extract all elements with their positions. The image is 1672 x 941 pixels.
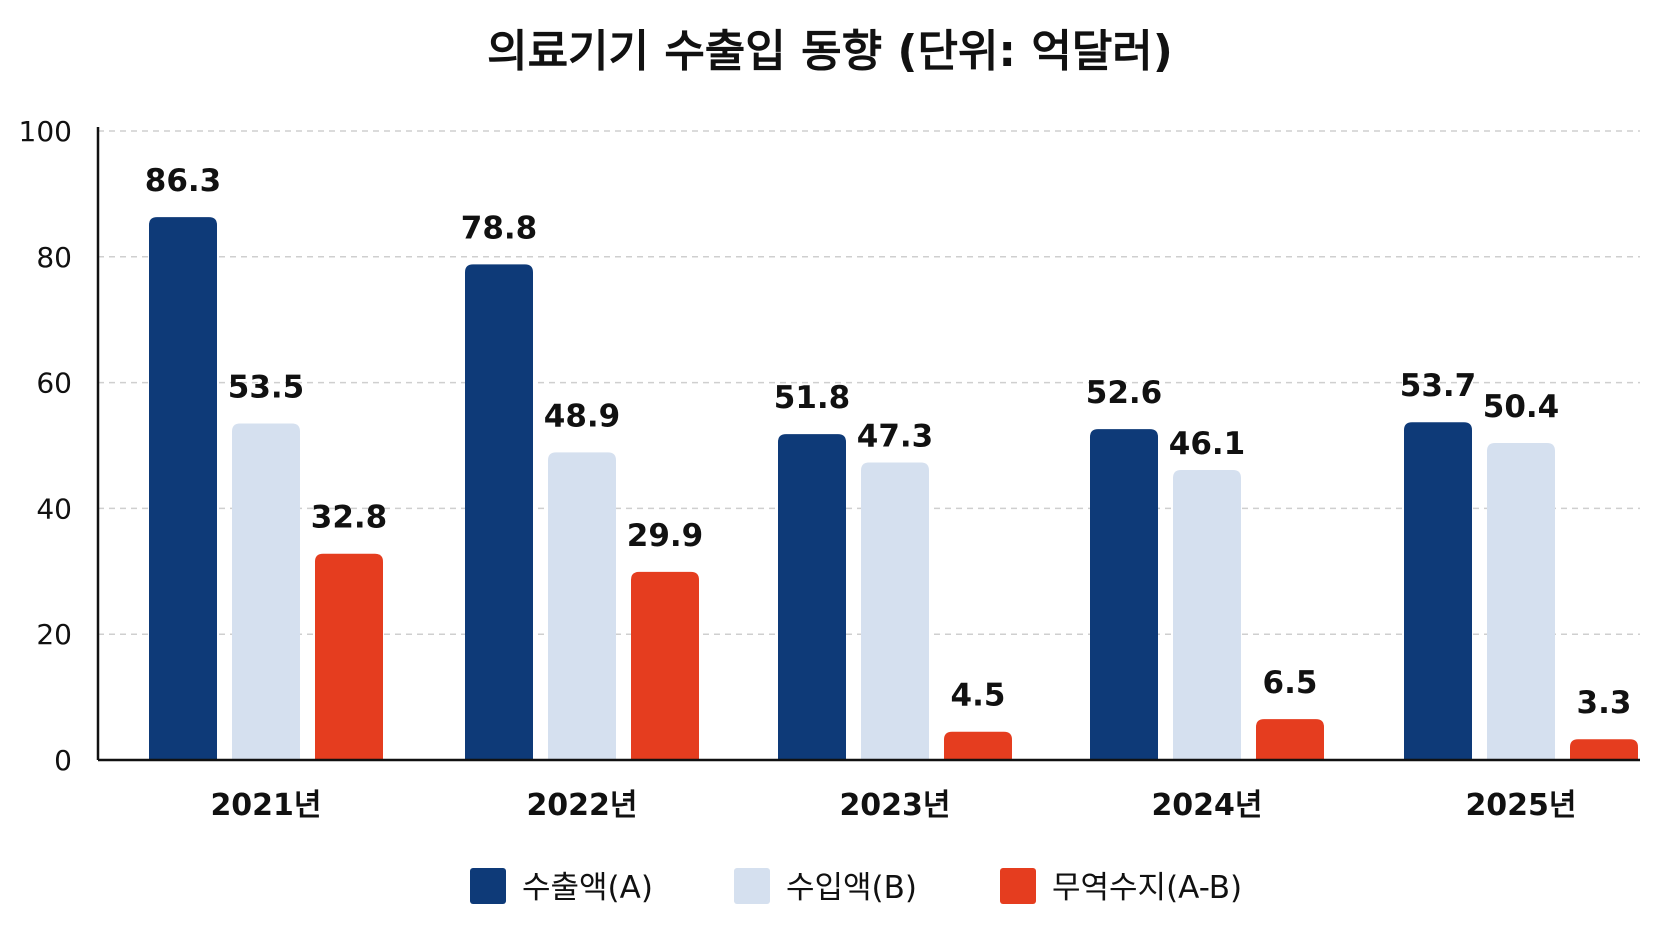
x-category-label: 2023년	[839, 788, 950, 823]
legend-label: 수입액(B)	[786, 870, 917, 906]
legend-swatch	[470, 868, 506, 904]
x-category-label: 2025년	[1465, 788, 1576, 823]
legend-label: 수출액(A)	[522, 870, 653, 906]
y-tick-label: 60	[36, 367, 72, 400]
chart-title: 의료기기 수출입 동향 (단위: 억달러)	[487, 26, 1173, 77]
bar	[465, 264, 533, 760]
legend: 수출액(A) 수입액(B) 무역수지(A-B)	[470, 868, 1242, 906]
legend-swatch	[1000, 868, 1036, 904]
legend-swatch	[734, 868, 770, 904]
y-axis-ticks: 0 20 40 60 80 100	[19, 115, 72, 777]
y-tick-label: 20	[36, 618, 72, 651]
legend-label: 무역수지(A-B)	[1052, 870, 1242, 906]
data-label: 51.8	[774, 380, 851, 416]
data-label: 47.3	[857, 418, 934, 454]
bar	[315, 553, 383, 760]
x-category-label: 2021년	[210, 788, 321, 823]
data-label: 32.8	[311, 500, 388, 536]
data-label: 86.3	[145, 163, 222, 199]
bar	[944, 731, 1012, 760]
bar	[548, 452, 616, 760]
bar	[1487, 442, 1555, 760]
y-tick-label: 0	[54, 744, 72, 777]
legend-item: 수입액(B)	[734, 868, 917, 906]
bar	[861, 462, 929, 760]
y-tick-label: 40	[36, 492, 72, 525]
data-label: 53.7	[1400, 368, 1477, 404]
bar	[778, 434, 846, 760]
data-label: 3.3	[1577, 685, 1632, 721]
bar	[232, 423, 300, 760]
x-category-label: 2022년	[526, 788, 637, 823]
data-label: 78.8	[461, 210, 538, 246]
x-category-label: 2024년	[1151, 788, 1262, 823]
data-label: 46.1	[1169, 426, 1246, 462]
bar	[1090, 429, 1158, 760]
data-labels: 86.3 53.5 32.8 78.8 48.9 29.9 51.847.3 4.5 52.64…	[145, 163, 1632, 721]
data-label: 29.9	[627, 518, 704, 554]
data-label: 52.6	[1086, 375, 1163, 411]
bar	[631, 571, 699, 760]
legend-item: 무역수지(A-B)	[1000, 868, 1242, 906]
bar	[1256, 719, 1324, 760]
bars	[149, 217, 1638, 761]
data-label: 50.4	[1483, 389, 1560, 425]
y-tick-label: 100	[19, 115, 72, 148]
data-label: 4.5	[951, 678, 1006, 714]
data-label: 6.5	[1263, 665, 1318, 701]
bar	[1404, 422, 1472, 760]
legend-item: 수출액(A)	[470, 868, 653, 906]
bar	[1570, 739, 1638, 760]
x-axis-categories: 2021년 2022년 2023년 2024년 2025년	[210, 788, 1576, 823]
bar	[149, 217, 217, 761]
data-label: 48.9	[544, 398, 621, 434]
bar	[1173, 470, 1241, 760]
y-tick-label: 80	[36, 241, 72, 274]
data-label: 53.5	[228, 369, 305, 405]
